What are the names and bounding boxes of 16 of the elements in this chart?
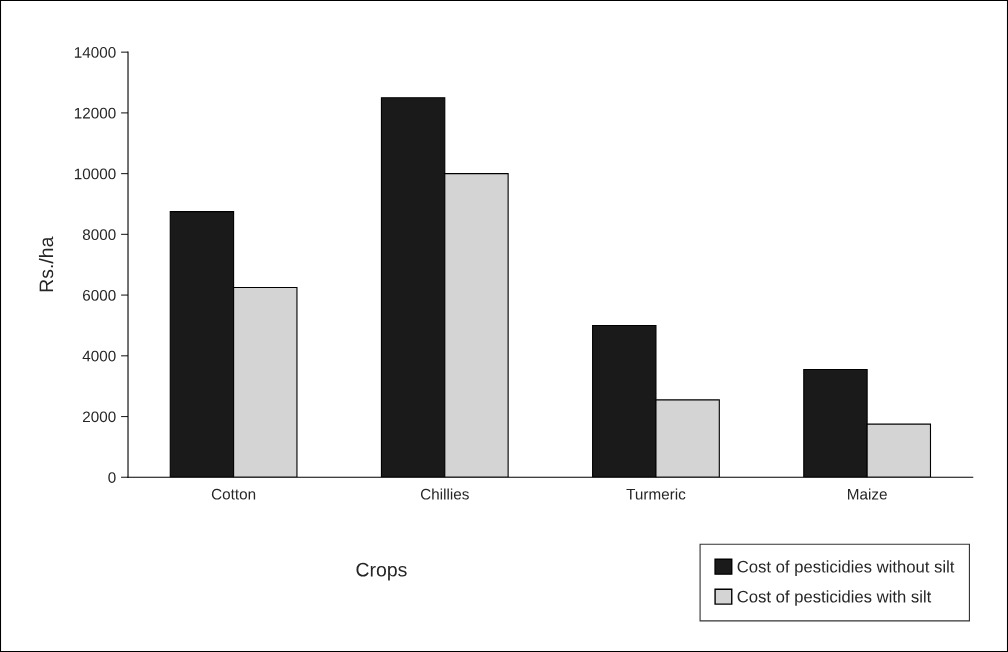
legend-label: Cost of pesticidies without silt [737,560,955,576]
x-tick-label: Maize [848,488,887,500]
x-axis-title: Crops [356,562,407,581]
x-tick-label: Turmeric [626,488,686,500]
y-tick-label: 0 [108,472,116,483]
legend-label: Cost of pesticidies with silt [737,590,932,606]
x-tick-label: Chillies [420,488,469,500]
y-tick-label: 2000 [83,411,116,423]
y-tick-label: 6000 [83,289,116,301]
y-tick-label: 14000 [74,47,116,58]
y-tick-label: 12000 [74,107,116,119]
y-tick-label: 8000 [82,229,116,241]
y-tick-label: 10000 [74,168,116,180]
y-tick-label: 4000 [82,350,116,362]
y-axis-title: Rs./ha [38,236,54,292]
x-tick-label: Cotton [211,488,256,500]
